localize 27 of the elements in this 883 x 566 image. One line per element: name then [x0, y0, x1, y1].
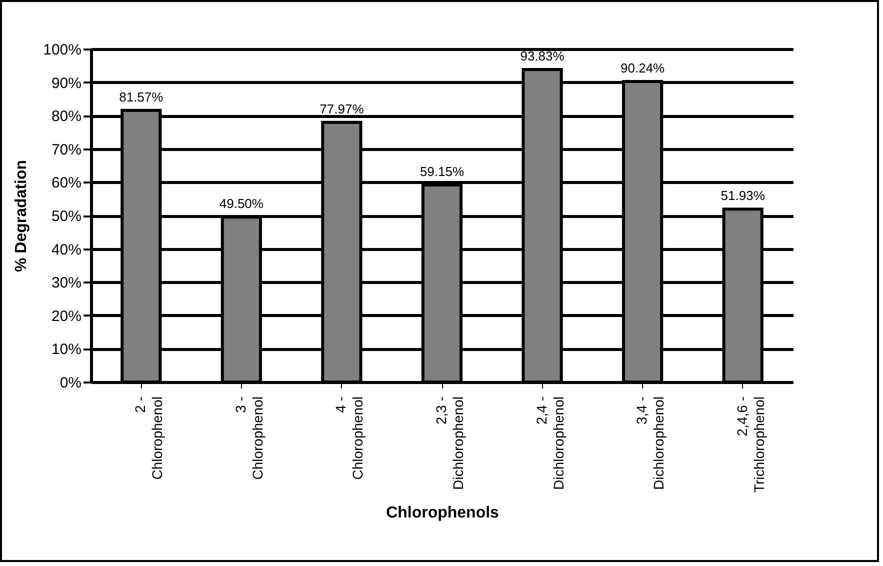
data-label: 51.93% [720, 188, 766, 204]
data-label: 77.97% [320, 101, 364, 116]
x-axis-title: Chlorophenols [386, 504, 500, 522]
x-tick-label: 2 - Chlorophenol [132, 396, 166, 480]
y-tick-label: 60% [51, 174, 82, 192]
x-tick-label: 3 - Chlorophenol [232, 396, 266, 480]
y-tick-label: 20% [51, 308, 82, 325]
y-tick-label: 100% [43, 42, 82, 58]
y-tick-label: 0% [60, 374, 82, 392]
x-tick-label: 3,4 - Dichlorophenol [634, 396, 667, 490]
y-axis-title: % Degradation [13, 160, 30, 272]
data-label: 49.50% [219, 196, 264, 212]
x-tick-label: 2,4,6 - Trichlorophenol [734, 396, 767, 492]
y-tick-label: 70% [51, 141, 82, 158]
data-label: 59.15% [420, 164, 464, 180]
y-tick-label: 90% [51, 74, 82, 92]
y-tick-label: 30% [51, 274, 82, 292]
y-tick-label: 50% [51, 208, 82, 225]
x-tick-label: 2,4 - Dichlorophenol [533, 396, 566, 490]
data-label: 90.24% [620, 60, 666, 76]
data-label: 93.83% [520, 48, 565, 64]
x-tick-label: 2,3 - Dichlorophenol [433, 396, 466, 490]
data-label: 81.57% [119, 89, 164, 104]
x-tick-label: 4 - Chlorophenol [332, 396, 366, 480]
y-tick-label: 10% [51, 341, 82, 358]
y-tick-label: 40% [51, 241, 82, 258]
y-tick-label: 80% [51, 108, 82, 126]
